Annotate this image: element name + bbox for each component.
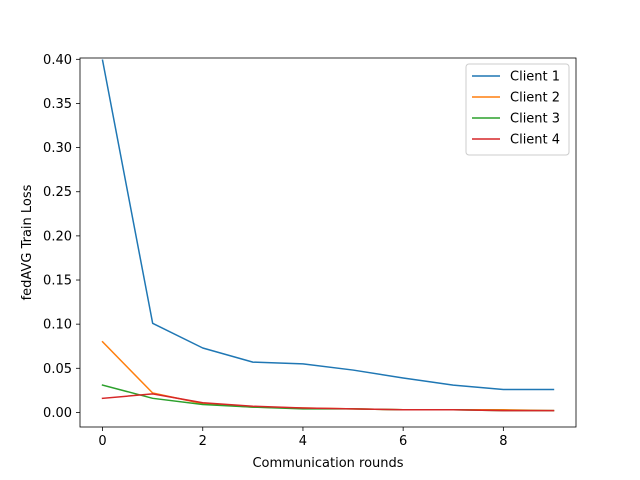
y-axis-label: fedAVG Train Loss xyxy=(20,184,35,300)
y-tick-label: 0.00 xyxy=(43,406,72,421)
axes: 0 2 4 6 8 0.00 0.05 0.10 0.15 0.20 0.25 0.30 0.35 0.4… xyxy=(43,53,577,449)
x-tick-label: 0 xyxy=(98,434,106,449)
y-tick-label: 0.05 xyxy=(43,362,72,377)
series-line-client-1 xyxy=(101,59,555,391)
legend-label-client-1: Client 1 xyxy=(510,70,560,85)
legend: Client 1 Client 2 Client 3 Client 4 xyxy=(465,63,570,156)
legend-label-client-4: Client 4 xyxy=(510,133,560,148)
y-tick-label: 0.35 xyxy=(43,97,72,112)
legend-box xyxy=(465,63,570,156)
series-line-client-4 xyxy=(101,393,555,412)
legend-label-client-3: Client 3 xyxy=(510,112,560,127)
x-tick-label: 8 xyxy=(499,434,507,449)
y-tick-label: 0.40 xyxy=(43,53,72,68)
x-tick-label: 6 xyxy=(399,434,407,449)
y-tick-label: 0.10 xyxy=(43,318,72,333)
plot-area xyxy=(101,59,555,412)
x-tick-label: 4 xyxy=(299,434,307,449)
y-tick-label: 0.25 xyxy=(43,185,72,200)
y-tick-label: 0.30 xyxy=(43,141,72,156)
y-tick-label: 0.15 xyxy=(43,274,72,289)
x-axis-label: Communication rounds xyxy=(252,456,403,471)
x-tick-label: 2 xyxy=(199,434,207,449)
legend-label-client-2: Client 2 xyxy=(510,91,560,106)
y-tick-label: 0.20 xyxy=(43,229,72,244)
axes-frame xyxy=(79,57,577,428)
